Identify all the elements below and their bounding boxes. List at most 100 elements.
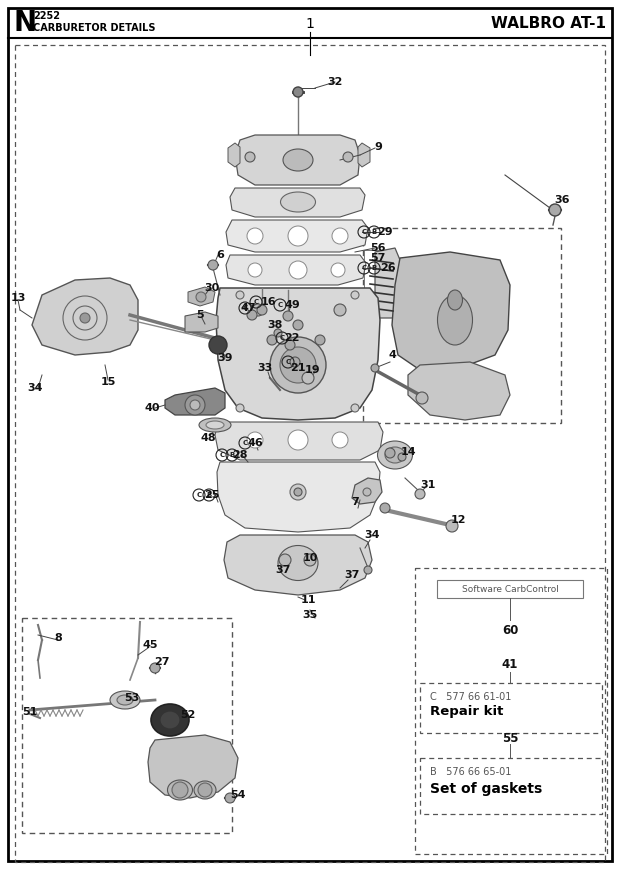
Ellipse shape bbox=[283, 149, 313, 171]
Circle shape bbox=[198, 783, 212, 797]
Polygon shape bbox=[235, 135, 360, 185]
Polygon shape bbox=[188, 287, 215, 306]
Text: 2252: 2252 bbox=[33, 11, 60, 21]
Text: 48: 48 bbox=[200, 433, 216, 443]
Circle shape bbox=[332, 228, 348, 244]
Circle shape bbox=[245, 152, 255, 162]
Text: CARBURETOR DETAILS: CARBURETOR DETAILS bbox=[33, 23, 156, 33]
Text: 37: 37 bbox=[275, 565, 291, 575]
Circle shape bbox=[293, 87, 303, 97]
Polygon shape bbox=[217, 462, 380, 532]
Text: C: C bbox=[254, 299, 259, 305]
Text: 8: 8 bbox=[54, 633, 62, 643]
Text: 31: 31 bbox=[420, 480, 436, 490]
Circle shape bbox=[331, 263, 345, 277]
Circle shape bbox=[446, 520, 458, 532]
Text: 46: 46 bbox=[247, 438, 263, 448]
Text: 30: 30 bbox=[205, 283, 219, 293]
Text: 5: 5 bbox=[196, 310, 204, 320]
Ellipse shape bbox=[160, 711, 180, 729]
Text: C: C bbox=[277, 302, 283, 308]
Polygon shape bbox=[392, 252, 510, 370]
Circle shape bbox=[290, 484, 306, 500]
Circle shape bbox=[549, 204, 561, 216]
Circle shape bbox=[208, 260, 218, 270]
Circle shape bbox=[80, 313, 90, 323]
Text: C: C bbox=[219, 452, 224, 458]
Ellipse shape bbox=[448, 290, 463, 310]
Polygon shape bbox=[32, 278, 138, 355]
Text: 56: 56 bbox=[370, 243, 386, 253]
Text: 55: 55 bbox=[502, 732, 518, 745]
Polygon shape bbox=[408, 362, 510, 420]
Text: 40: 40 bbox=[144, 403, 160, 413]
Circle shape bbox=[343, 152, 353, 162]
Text: 27: 27 bbox=[154, 657, 170, 667]
Text: C   577 66 61-01: C 577 66 61-01 bbox=[430, 692, 512, 702]
Text: 32: 32 bbox=[327, 77, 343, 87]
Text: B: B bbox=[371, 265, 376, 271]
Text: 19: 19 bbox=[304, 365, 320, 375]
Text: C: C bbox=[361, 229, 366, 235]
Text: 25: 25 bbox=[205, 490, 219, 500]
Ellipse shape bbox=[151, 704, 189, 736]
Text: N: N bbox=[14, 9, 37, 37]
Circle shape bbox=[385, 448, 395, 458]
Text: 36: 36 bbox=[554, 195, 570, 205]
Circle shape bbox=[247, 228, 263, 244]
Text: 35: 35 bbox=[303, 610, 317, 620]
Text: 9: 9 bbox=[374, 142, 382, 152]
Text: 34: 34 bbox=[365, 530, 379, 540]
Text: 14: 14 bbox=[400, 447, 416, 457]
Ellipse shape bbox=[438, 295, 472, 345]
Circle shape bbox=[416, 392, 428, 404]
Ellipse shape bbox=[278, 546, 318, 580]
Circle shape bbox=[289, 261, 307, 279]
Text: 51: 51 bbox=[22, 707, 38, 717]
Text: 6: 6 bbox=[216, 250, 224, 260]
Circle shape bbox=[150, 663, 160, 673]
Circle shape bbox=[371, 364, 379, 372]
Text: 26: 26 bbox=[380, 263, 396, 273]
Circle shape bbox=[380, 503, 390, 513]
Circle shape bbox=[283, 311, 293, 321]
Text: 45: 45 bbox=[142, 640, 157, 650]
Circle shape bbox=[267, 335, 277, 345]
Circle shape bbox=[332, 432, 348, 448]
Circle shape bbox=[304, 554, 316, 566]
Text: 4: 4 bbox=[388, 350, 396, 360]
Circle shape bbox=[248, 263, 262, 277]
Text: Set of gaskets: Set of gaskets bbox=[430, 782, 542, 796]
Text: 7: 7 bbox=[351, 497, 359, 507]
Circle shape bbox=[398, 453, 406, 461]
Circle shape bbox=[185, 395, 205, 415]
Text: Software CarbControl: Software CarbControl bbox=[461, 585, 559, 594]
Ellipse shape bbox=[199, 418, 231, 432]
Text: 21: 21 bbox=[290, 363, 306, 373]
Ellipse shape bbox=[206, 421, 224, 429]
Circle shape bbox=[247, 310, 257, 320]
Text: 12: 12 bbox=[450, 515, 466, 525]
Text: 28: 28 bbox=[232, 450, 248, 460]
Circle shape bbox=[288, 430, 308, 450]
Text: 49: 49 bbox=[284, 300, 300, 310]
Circle shape bbox=[294, 488, 302, 496]
Text: 54: 54 bbox=[230, 790, 246, 800]
Text: 22: 22 bbox=[284, 333, 299, 343]
Text: B: B bbox=[206, 492, 211, 498]
Text: 47: 47 bbox=[240, 303, 256, 313]
Circle shape bbox=[279, 554, 291, 566]
Circle shape bbox=[209, 336, 227, 354]
Text: 41: 41 bbox=[502, 659, 518, 672]
Text: 34: 34 bbox=[27, 383, 43, 393]
Circle shape bbox=[363, 488, 371, 496]
Polygon shape bbox=[230, 188, 365, 217]
Polygon shape bbox=[226, 255, 366, 285]
Circle shape bbox=[288, 226, 308, 246]
Text: 53: 53 bbox=[125, 693, 140, 703]
Text: 57: 57 bbox=[370, 253, 386, 263]
Circle shape bbox=[236, 291, 244, 299]
Circle shape bbox=[172, 782, 188, 798]
Circle shape bbox=[257, 305, 267, 315]
Circle shape bbox=[351, 291, 359, 299]
